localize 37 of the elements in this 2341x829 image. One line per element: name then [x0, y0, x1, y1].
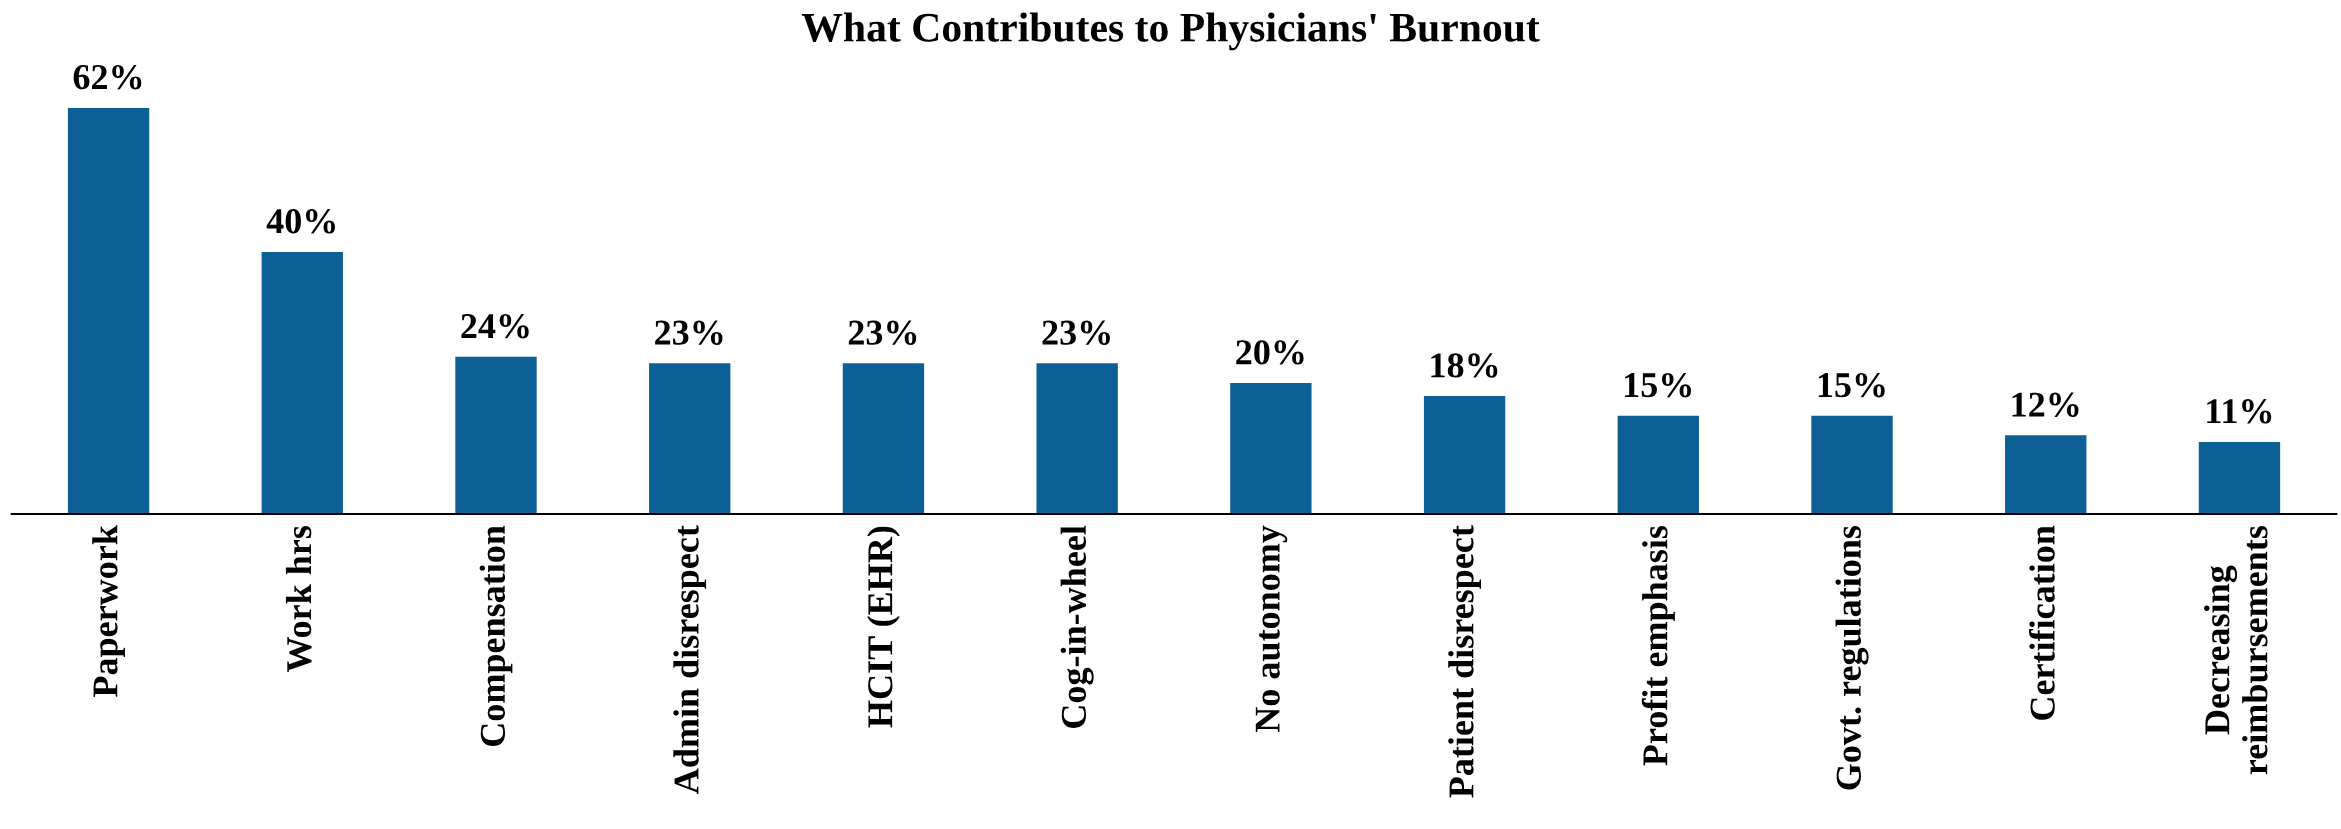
data-label: 24%	[461, 313, 529, 339]
x-tick-label: Decreasing reimbursements	[2204, 525, 2268, 775]
x-tick-label: Certification	[2029, 525, 2055, 720]
x-tick-label: No autonomy	[1255, 525, 1288, 733]
x-tick-label: Govt. regulations	[1835, 525, 1869, 790]
bar	[455, 356, 537, 514]
data-label: 23%	[655, 320, 723, 345]
bar	[1036, 363, 1118, 514]
bar	[67, 107, 150, 514]
data-label: 12%	[2012, 392, 2079, 418]
data-label: 62%	[73, 64, 142, 90]
bar	[842, 363, 925, 514]
bar	[649, 363, 731, 514]
data-label: 23%	[1042, 320, 1110, 345]
bar	[1811, 415, 1893, 514]
bar	[1617, 415, 1699, 514]
data-label: 11%	[2207, 399, 2272, 424]
bar	[261, 251, 343, 514]
x-tick-label: Cog-in-wheel	[1060, 525, 1094, 728]
bar	[2005, 435, 2087, 514]
x-tick-label: HCIT (EHR)	[867, 526, 900, 728]
chart-title: What Contributes to Physicians' Burnout	[801, 12, 1540, 51]
data-label: 18%	[1431, 353, 1498, 378]
x-tick-label: Profit emphasis	[1641, 525, 1675, 766]
data-label: 40%	[266, 209, 336, 234]
bar	[1230, 382, 1312, 514]
data-label: 15%	[1818, 372, 1885, 398]
x-tick-label: Paperwork	[92, 525, 125, 697]
data-label: 15%	[1625, 372, 1692, 398]
x-tick-label: Compensation	[479, 525, 513, 747]
bar	[1423, 396, 1506, 514]
x-tick-label: Admin disrespect	[673, 525, 707, 794]
data-label: 23%	[848, 320, 917, 345]
x-tick-label: Work hrs	[285, 525, 312, 673]
x-tick-label: Patient disrespect	[1448, 525, 1481, 798]
bar	[2198, 441, 2281, 514]
data-label: 20%	[1236, 340, 1304, 365]
